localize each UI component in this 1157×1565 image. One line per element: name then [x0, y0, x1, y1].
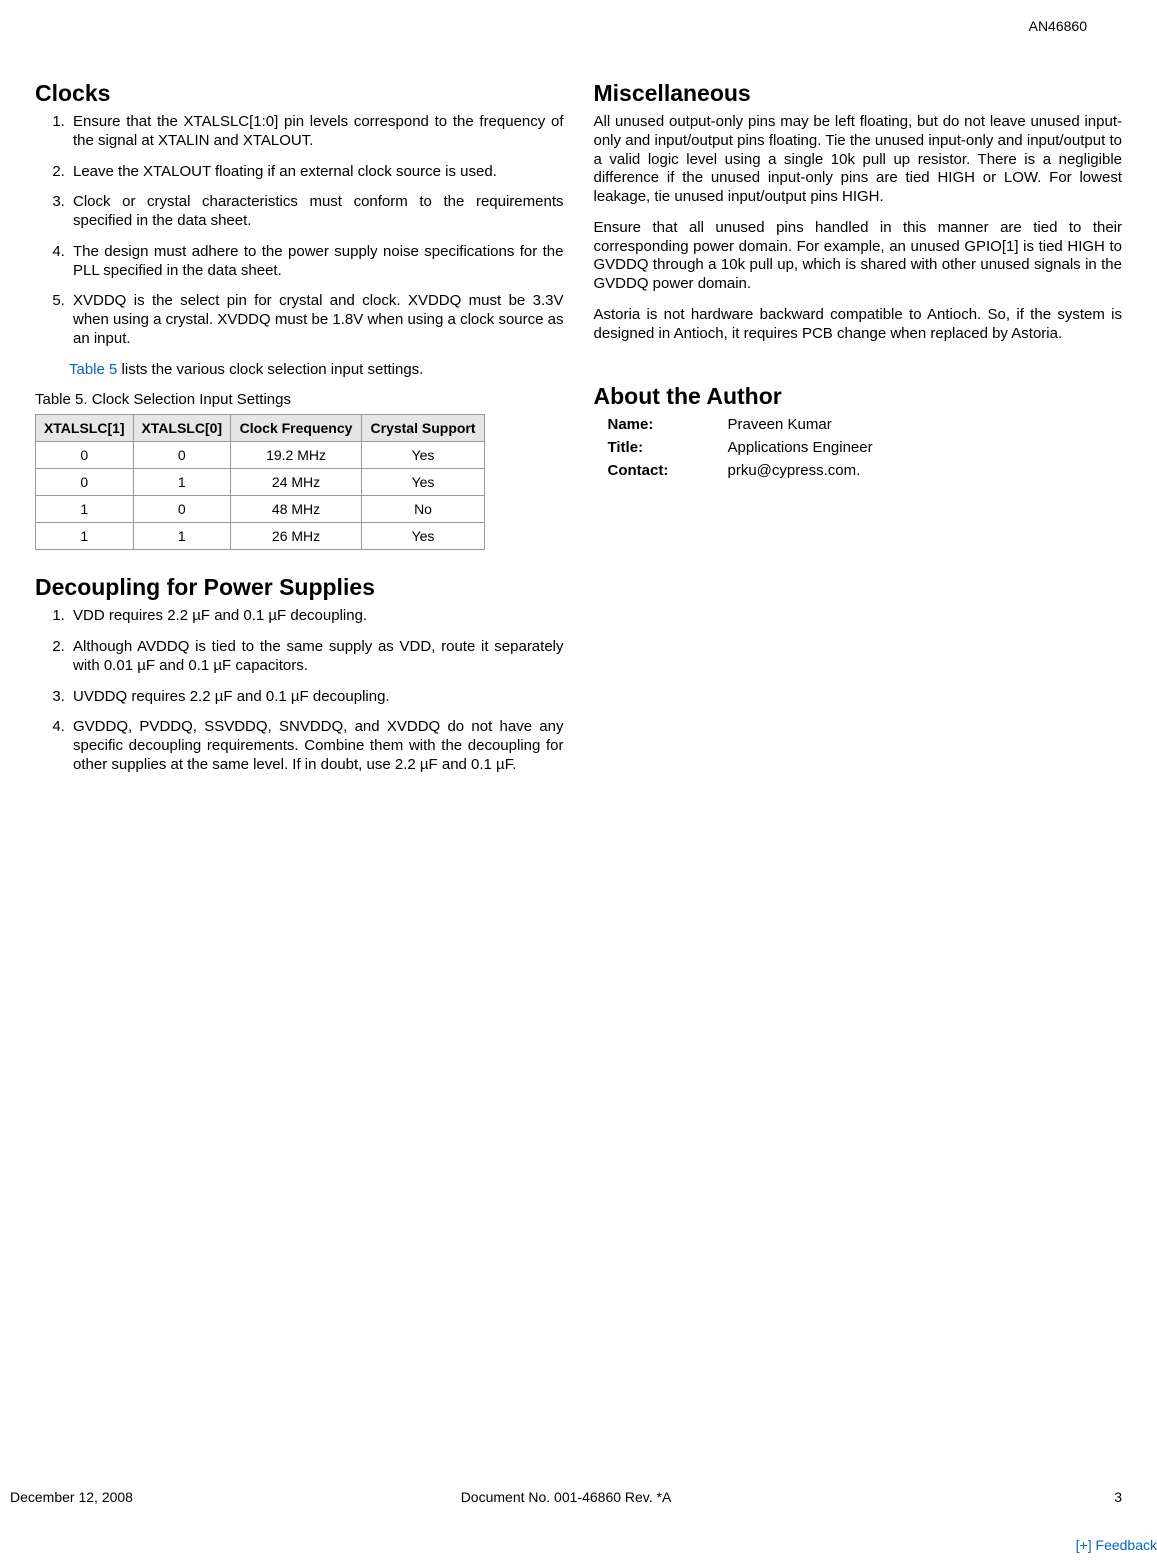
- table-cell: 24 MHz: [231, 469, 362, 496]
- table-cell: 1: [36, 523, 134, 550]
- table-row: 0 1 24 MHz Yes: [36, 469, 485, 496]
- table-row: 1 0 48 MHz No: [36, 496, 485, 523]
- left-column: Clocks Ensure that the XTALSLC[1:0] pin …: [35, 80, 564, 787]
- right-column: Miscellaneous All unused output-only pin…: [594, 80, 1123, 787]
- table-5-link[interactable]: Table 5: [69, 361, 117, 378]
- table-cell: 0: [133, 442, 231, 469]
- clocks-list: Ensure that the XTALSLC[1:0] pin levels …: [35, 113, 564, 349]
- table-cell: 0: [36, 442, 134, 469]
- author-row: Title: Applications Engineer: [608, 439, 1123, 456]
- document-id: AN46860: [1029, 18, 1087, 34]
- table-cell: 0: [36, 469, 134, 496]
- spacer: [594, 355, 1123, 383]
- table-header: XTALSLC[0]: [133, 415, 231, 442]
- list-item: GVDDQ, PVDDQ, SSVDDQ, SNVDDQ, and XVDDQ …: [69, 718, 564, 774]
- table-header: XTALSLC[1]: [36, 415, 134, 442]
- table-header: Crystal Support: [362, 415, 485, 442]
- footer-date: December 12, 2008: [10, 1489, 381, 1505]
- misc-para: Astoria is not hardware backward compati…: [594, 306, 1123, 344]
- list-item: Although AVDDQ is tied to the same suppl…: [69, 638, 564, 676]
- author-block: Name: Praveen Kumar Title: Applications …: [608, 416, 1123, 479]
- decoupling-list: VDD requires 2.2 µF and 0.1 µF decouplin…: [35, 607, 564, 774]
- clocks-note: Table 5 lists the various clock selectio…: [69, 361, 564, 380]
- table-cell: 48 MHz: [231, 496, 362, 523]
- list-item: XVDDQ is the select pin for crystal and …: [69, 292, 564, 348]
- clock-selection-table: XTALSLC[1] XTALSLC[0] Clock Frequency Cr…: [35, 414, 485, 550]
- list-item: UVDDQ requires 2.2 µF and 0.1 µF decoupl…: [69, 688, 564, 707]
- author-label: Name:: [608, 416, 728, 433]
- list-item: The design must adhere to the power supp…: [69, 243, 564, 281]
- misc-para: All unused output-only pins may be left …: [594, 113, 1123, 207]
- author-heading: About the Author: [594, 383, 1123, 410]
- table-header-row: XTALSLC[1] XTALSLC[0] Clock Frequency Cr…: [36, 415, 485, 442]
- clocks-heading: Clocks: [35, 80, 564, 107]
- table-cell: 26 MHz: [231, 523, 362, 550]
- table-cell: 19.2 MHz: [231, 442, 362, 469]
- table-cell: Yes: [362, 469, 485, 496]
- author-label: Contact:: [608, 462, 728, 479]
- author-row: Name: Praveen Kumar: [608, 416, 1123, 433]
- footer-docnum: Document No. 001-46860 Rev. *A: [381, 1489, 752, 1505]
- table-cell: 1: [36, 496, 134, 523]
- list-item: VDD requires 2.2 µF and 0.1 µF decouplin…: [69, 607, 564, 626]
- table-cell: No: [362, 496, 485, 523]
- table-row: 0 0 19.2 MHz Yes: [36, 442, 485, 469]
- table-cell: 1: [133, 523, 231, 550]
- page: AN46860 Clocks Ensure that the XTALSLC[1…: [0, 0, 1157, 1565]
- author-row: Contact: prku@cypress.com.: [608, 462, 1123, 479]
- page-footer: December 12, 2008 Document No. 001-46860…: [10, 1489, 1122, 1505]
- misc-heading: Miscellaneous: [594, 80, 1123, 107]
- table-row: 1 1 26 MHz Yes: [36, 523, 485, 550]
- table-cell: Yes: [362, 442, 485, 469]
- list-item: Clock or crystal characteristics must co…: [69, 193, 564, 231]
- decoupling-heading: Decoupling for Power Supplies: [35, 574, 564, 601]
- table-cell: Yes: [362, 523, 485, 550]
- list-item: Ensure that the XTALSLC[1:0] pin levels …: [69, 113, 564, 151]
- author-value: Praveen Kumar: [728, 416, 832, 433]
- author-value: Applications Engineer: [728, 439, 873, 456]
- content-columns: Clocks Ensure that the XTALSLC[1:0] pin …: [35, 80, 1122, 787]
- footer-page-number: 3: [751, 1489, 1122, 1505]
- table-cell: 0: [133, 496, 231, 523]
- feedback-link[interactable]: [+] Feedback: [1076, 1537, 1157, 1553]
- table-header: Clock Frequency: [231, 415, 362, 442]
- author-value: prku@cypress.com.: [728, 462, 861, 479]
- misc-para: Ensure that all unused pins handled in t…: [594, 219, 1123, 294]
- author-label: Title:: [608, 439, 728, 456]
- table-5-caption: Table 5. Clock Selection Input Settings: [35, 391, 564, 408]
- clocks-note-rest: lists the various clock selection input …: [117, 361, 423, 378]
- list-item: Leave the XTALOUT floating if an externa…: [69, 163, 564, 182]
- table-cell: 1: [133, 469, 231, 496]
